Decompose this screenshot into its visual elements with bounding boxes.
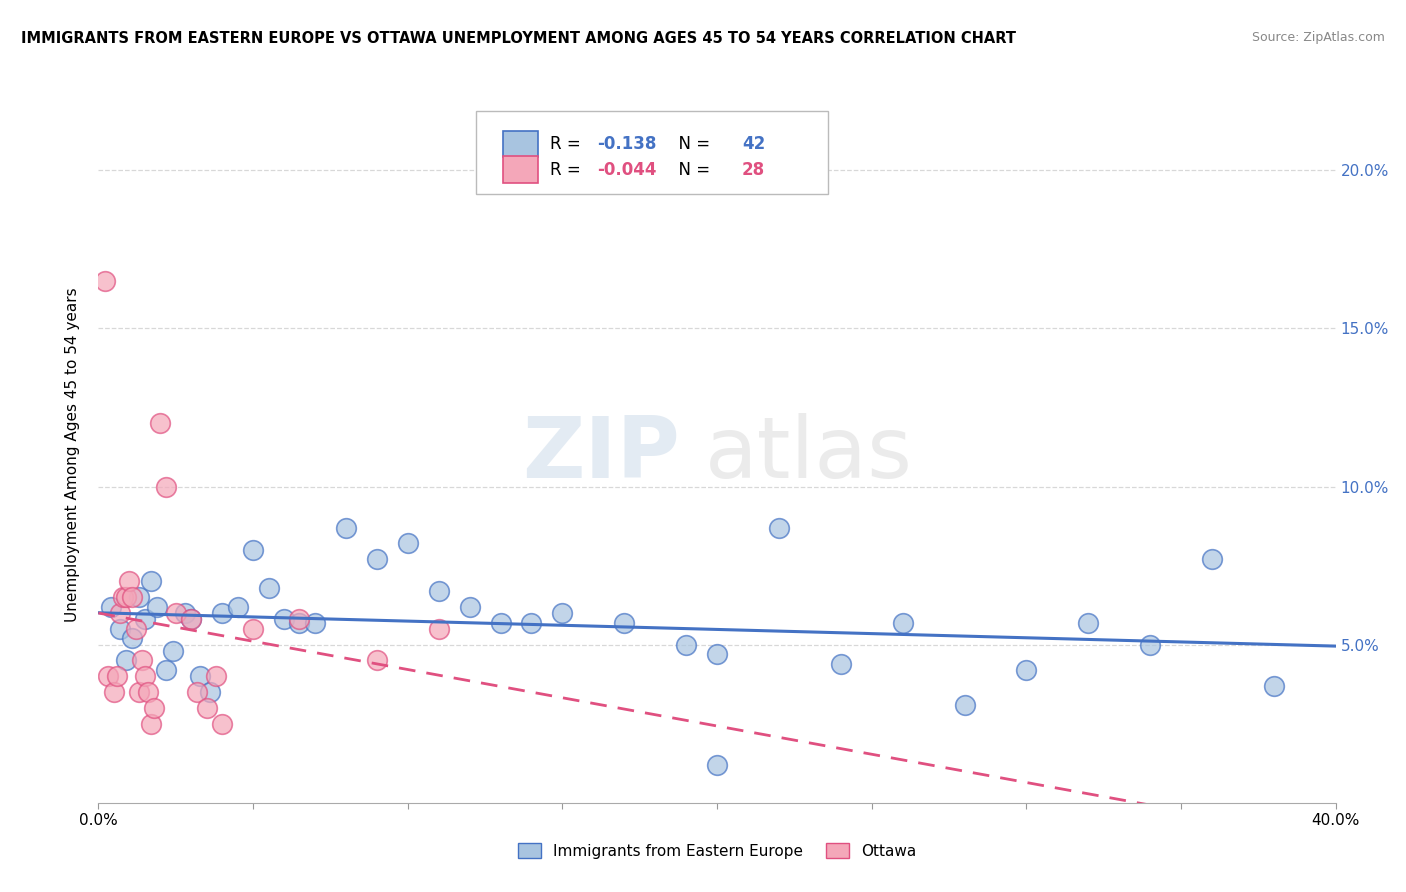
Point — [139, 716, 162, 731]
Point — [891, 615, 914, 630]
Point — [97, 669, 120, 683]
Point — [257, 581, 280, 595]
Point — [1077, 615, 1099, 630]
Point — [1139, 638, 1161, 652]
Point — [143, 701, 166, 715]
Point — [174, 606, 197, 620]
Point — [205, 669, 228, 683]
Text: Source: ZipAtlas.com: Source: ZipAtlas.com — [1251, 31, 1385, 45]
Point — [706, 757, 728, 772]
Point — [165, 606, 187, 620]
Point — [134, 669, 156, 683]
Point — [100, 599, 122, 614]
Text: -0.138: -0.138 — [598, 135, 657, 153]
Point — [489, 615, 512, 630]
Point — [124, 622, 146, 636]
Point — [706, 647, 728, 661]
Point — [128, 685, 150, 699]
Point — [155, 663, 177, 677]
Text: N =: N = — [668, 161, 714, 178]
Point — [128, 591, 150, 605]
Point — [121, 591, 143, 605]
Point — [366, 552, 388, 566]
Text: 42: 42 — [742, 135, 765, 153]
FancyBboxPatch shape — [475, 111, 828, 194]
Point — [458, 599, 481, 614]
Point — [366, 653, 388, 667]
Point — [211, 606, 233, 620]
Point — [103, 685, 125, 699]
Text: N =: N = — [668, 135, 714, 153]
Legend: Immigrants from Eastern Europe, Ottawa: Immigrants from Eastern Europe, Ottawa — [512, 837, 922, 864]
Point — [108, 606, 131, 620]
Point — [427, 583, 450, 598]
Point — [93, 274, 115, 288]
Text: -0.044: -0.044 — [598, 161, 657, 178]
Point — [108, 622, 131, 636]
Point — [396, 536, 419, 550]
Point — [115, 653, 138, 667]
Point — [1015, 663, 1038, 677]
Point — [768, 521, 790, 535]
Point — [180, 612, 202, 626]
Point — [675, 638, 697, 652]
Point — [118, 574, 141, 589]
Bar — [503, 156, 537, 183]
Text: IMMIGRANTS FROM EASTERN EUROPE VS OTTAWA UNEMPLOYMENT AMONG AGES 45 TO 54 YEARS : IMMIGRANTS FROM EASTERN EUROPE VS OTTAWA… — [21, 31, 1017, 46]
Point — [198, 685, 221, 699]
Bar — [503, 131, 537, 157]
Point — [155, 479, 177, 493]
Point — [335, 521, 357, 535]
Point — [830, 657, 852, 671]
Point — [304, 615, 326, 630]
Point — [146, 599, 169, 614]
Point — [520, 615, 543, 630]
Point — [613, 615, 636, 630]
Text: 28: 28 — [742, 161, 765, 178]
Point — [953, 698, 976, 712]
Point — [273, 612, 295, 626]
Point — [551, 606, 574, 620]
Point — [139, 574, 162, 589]
Text: atlas: atlas — [704, 413, 912, 497]
Point — [288, 612, 311, 626]
Point — [427, 622, 450, 636]
Point — [288, 615, 311, 630]
Point — [180, 612, 202, 626]
Point — [112, 591, 135, 605]
Point — [136, 685, 159, 699]
Point — [162, 644, 184, 658]
Point — [115, 591, 138, 605]
Point — [242, 542, 264, 557]
Point — [131, 653, 153, 667]
Text: R =: R = — [550, 161, 586, 178]
Point — [242, 622, 264, 636]
Text: ZIP: ZIP — [522, 413, 681, 497]
Point — [149, 417, 172, 431]
Point — [226, 599, 249, 614]
Point — [1201, 552, 1223, 566]
Point — [195, 701, 218, 715]
Text: R =: R = — [550, 135, 586, 153]
Point — [1263, 679, 1285, 693]
Point — [186, 685, 208, 699]
Point — [134, 612, 156, 626]
Point — [211, 716, 233, 731]
Point — [121, 632, 143, 646]
Y-axis label: Unemployment Among Ages 45 to 54 years: Unemployment Among Ages 45 to 54 years — [65, 287, 80, 623]
Point — [190, 669, 212, 683]
Point — [105, 669, 128, 683]
